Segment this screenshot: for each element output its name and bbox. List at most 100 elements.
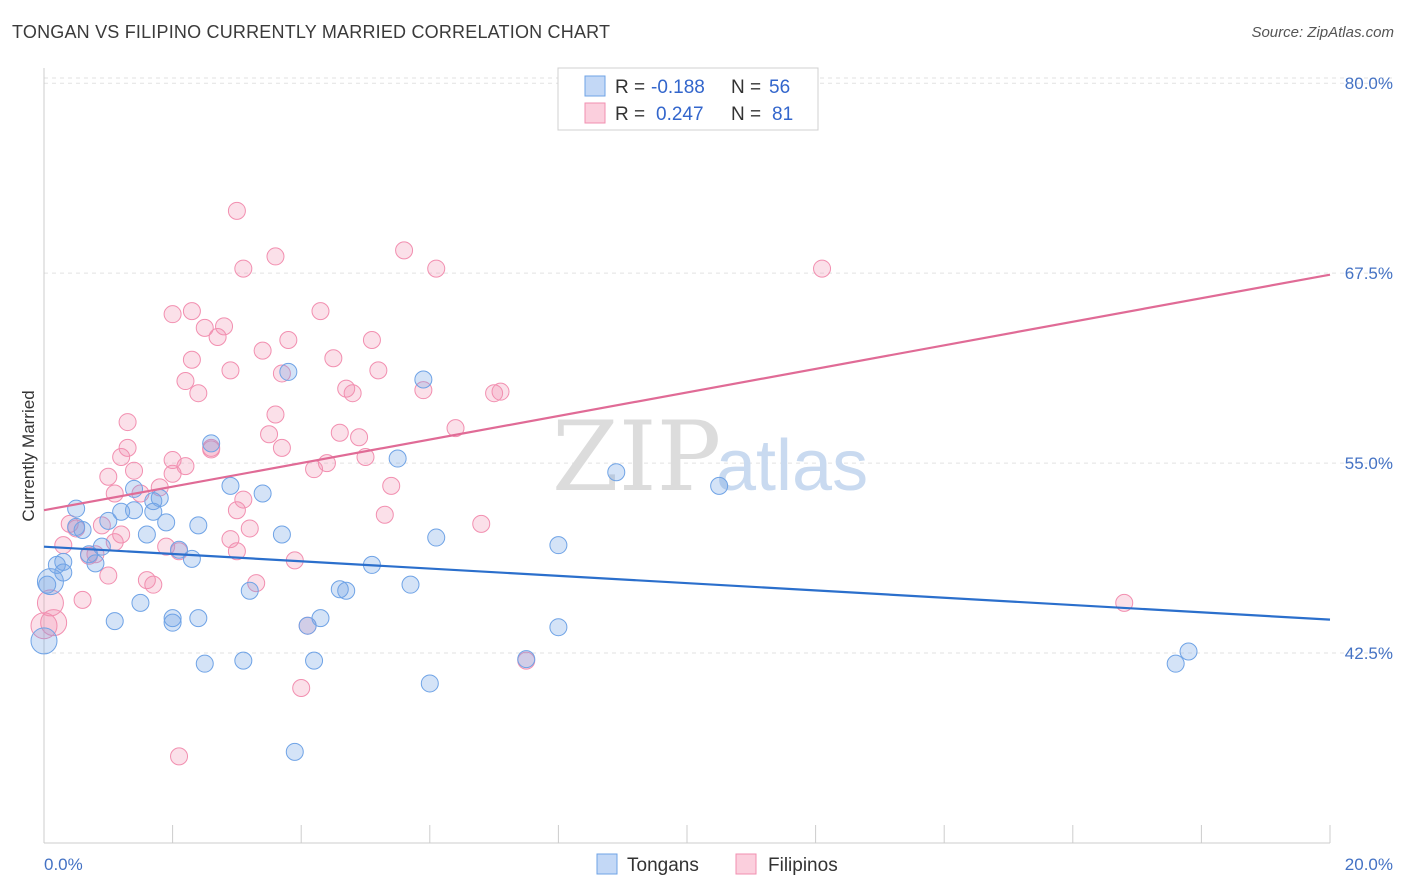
filipino-point (337, 379, 356, 398)
tongan-point (86, 554, 105, 573)
tongan-point (125, 501, 144, 520)
tongan-point (92, 537, 111, 556)
filipino-point (427, 259, 446, 278)
filipino-point (202, 440, 221, 459)
filipino-point (234, 259, 253, 278)
tongan-point (305, 651, 324, 670)
filipino-point (260, 425, 279, 444)
legend-n-value-filipinos: 81 (772, 104, 793, 125)
tongan-point (311, 609, 330, 628)
tongan-point (1179, 642, 1198, 661)
filipino-point (118, 438, 137, 457)
tongan-point (38, 575, 57, 594)
tongan-point (36, 568, 64, 596)
legend-n-value-tongans: 56 (769, 77, 790, 98)
filipino-point (99, 566, 118, 585)
tongan-point (30, 627, 58, 655)
trend-lines (43, 273, 1331, 621)
filipino-point (266, 247, 285, 266)
series-tongans (30, 362, 1198, 761)
x-tick-label-max: 20.0% (1345, 855, 1393, 874)
filipino-point (208, 327, 227, 346)
filipino-point (54, 536, 73, 555)
tongan-point (195, 654, 214, 673)
filipino-point (73, 590, 92, 609)
filipino-point (343, 384, 362, 403)
legend-r-value-tongans: -0.188 (651, 77, 705, 98)
tongan-point (549, 618, 568, 637)
filipino-point (170, 747, 189, 766)
filipino-point (253, 341, 272, 360)
bottom-legend-label-filipinos: Filipinos (768, 855, 838, 876)
y-tick-label: 42.5% (1345, 644, 1393, 663)
tongan-point (388, 449, 407, 468)
tongan-point (279, 362, 298, 381)
tongan-point (54, 563, 73, 582)
y-tick-label: 80.0% (1345, 74, 1393, 93)
tongan-point (189, 609, 208, 628)
filipino-point (266, 405, 285, 424)
y-tick-label: 55.0% (1345, 454, 1393, 473)
filipino-point (189, 384, 208, 403)
tongan-point (112, 502, 131, 521)
filipino-point (485, 384, 504, 403)
filipinos-trend-line (43, 273, 1331, 512)
tongan-point (427, 528, 446, 547)
correlation-legend: R = -0.188 N = 56 R = 0.247 N = 81 (557, 67, 819, 131)
filipino-point (163, 305, 182, 324)
filipino-point (272, 364, 291, 383)
filipino-point (292, 679, 311, 697)
tongan-point (710, 476, 729, 495)
filipino-point (375, 505, 394, 524)
legend-swatch-filipinos (584, 102, 606, 124)
y-tick-label: 67.5% (1345, 264, 1393, 283)
tongan-point (137, 525, 156, 544)
watermark-atlas: atlas (716, 426, 868, 506)
filipino-point (234, 490, 253, 509)
filipino-point (227, 201, 246, 220)
tongan-point (105, 612, 124, 631)
legend-n-label-tongans: N = (731, 77, 761, 98)
tongan-point (517, 650, 536, 669)
filipino-point (144, 575, 163, 594)
tongan-point (202, 434, 221, 453)
x-tick-label-min: 0.0% (44, 855, 83, 874)
bottom-legend-label-tongans: Tongans (627, 855, 699, 876)
tongan-point (253, 484, 272, 503)
legend-r-label-filipinos: R = (615, 104, 645, 125)
filipino-point (395, 241, 414, 260)
bottom-legend-swatch-filipinos (735, 853, 757, 875)
tongan-point (401, 575, 420, 594)
filipino-point (30, 612, 58, 640)
tongan-point (131, 593, 150, 612)
series-filipinos (30, 201, 1134, 766)
tongan-point (420, 674, 439, 693)
tongan-point (163, 613, 182, 632)
tongan-point (272, 525, 291, 544)
filipino-point (446, 419, 465, 438)
filipino-point (491, 382, 510, 401)
filipino-point (227, 501, 246, 520)
source-label: Source: ZipAtlas.com (1251, 24, 1394, 41)
legend-r-label-tongans: R = (615, 77, 645, 98)
tongan-point (150, 489, 169, 508)
y-tick-labels: 42.5% 55.0% 67.5% 80.0% (1345, 74, 1393, 663)
filipino-point (99, 467, 118, 486)
tongan-point (99, 511, 118, 530)
tongan-point (54, 552, 73, 571)
filipino-point (362, 331, 381, 350)
filipino-point (472, 514, 491, 533)
tongan-point (337, 581, 356, 600)
filipino-point (137, 571, 156, 590)
tongan-point (73, 520, 92, 539)
series-legend: Tongans Filipinos (596, 853, 838, 876)
filipino-point (92, 516, 111, 535)
filipino-point (112, 448, 131, 467)
filipino-point (414, 381, 433, 400)
filipino-point (330, 423, 349, 442)
tongan-point (240, 581, 259, 600)
tongan-point (1166, 654, 1185, 673)
filipino-point (369, 361, 388, 380)
filipino-point (279, 331, 298, 350)
